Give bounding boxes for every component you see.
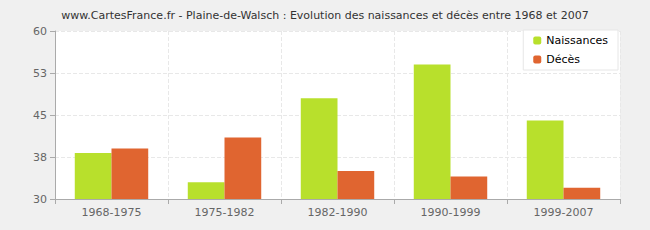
svg-text:45: 45 xyxy=(33,109,47,122)
svg-text:1982-1990: 1982-1990 xyxy=(308,206,368,219)
svg-text:1975-1982: 1975-1982 xyxy=(195,206,255,219)
svg-text:1990-1999: 1990-1999 xyxy=(421,206,481,219)
svg-text:Décès: Décès xyxy=(546,53,580,66)
svg-text:53: 53 xyxy=(33,67,47,80)
svg-text:38: 38 xyxy=(33,151,47,164)
svg-text:1999-2007: 1999-2007 xyxy=(534,206,594,219)
svg-text:30: 30 xyxy=(33,193,47,206)
svg-text:1968-1975: 1968-1975 xyxy=(82,206,142,219)
svg-text:www.CartesFrance.fr - Plaine-d: www.CartesFrance.fr - Plaine-de-Walsch :… xyxy=(61,9,588,22)
svg-text:Naissances: Naissances xyxy=(546,34,608,47)
svg-text:60: 60 xyxy=(33,25,47,38)
